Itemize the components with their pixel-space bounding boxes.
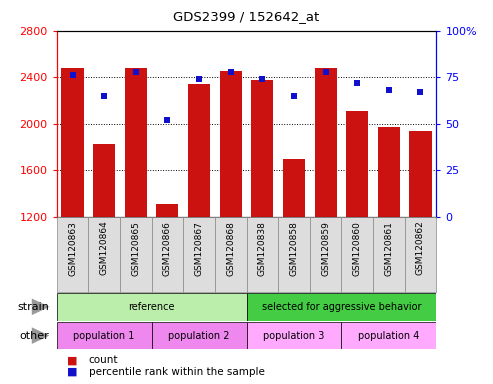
Bar [246,293,436,321]
Bar [373,217,405,292]
Polygon shape [32,327,49,344]
Bar [251,80,274,217]
Text: GSM120838: GSM120838 [258,221,267,276]
Bar [125,68,147,217]
Text: GSM120867: GSM120867 [195,221,204,276]
Bar [57,322,152,349]
Bar [219,71,242,217]
Bar [88,217,120,292]
Text: population 3: population 3 [263,331,324,341]
Text: population 1: population 1 [73,331,135,341]
Text: GSM120861: GSM120861 [385,221,393,276]
Bar [409,131,431,217]
Text: strain: strain [17,302,49,312]
Text: ■: ■ [67,355,77,365]
Bar [215,217,246,292]
Text: GSM120866: GSM120866 [163,221,172,276]
Bar [341,322,436,349]
Bar [188,84,210,217]
Text: GSM120863: GSM120863 [68,221,77,276]
Text: reference: reference [128,302,175,312]
Text: GSM120859: GSM120859 [321,221,330,276]
Bar [120,217,152,292]
Text: GSM120868: GSM120868 [226,221,235,276]
Text: percentile rank within the sample: percentile rank within the sample [89,367,265,377]
Text: GSM120864: GSM120864 [100,221,108,275]
Bar [93,144,115,217]
Text: GDS2399 / 152642_at: GDS2399 / 152642_at [174,10,319,23]
Bar [341,217,373,292]
Bar [183,217,215,292]
Text: GSM120858: GSM120858 [289,221,298,276]
Bar [278,217,310,292]
Text: population 2: population 2 [168,331,230,341]
Text: GSM120860: GSM120860 [352,221,362,276]
Text: other: other [20,331,49,341]
Bar [57,293,246,321]
Text: ■: ■ [67,367,77,377]
Text: selected for aggressive behavior: selected for aggressive behavior [262,302,421,312]
Bar [156,204,178,217]
Bar [246,322,341,349]
Text: count: count [89,355,118,365]
Text: population 4: population 4 [358,331,420,341]
Bar [57,217,88,292]
Bar [152,322,246,349]
Text: GSM120862: GSM120862 [416,221,425,275]
Text: GSM120865: GSM120865 [131,221,141,276]
Bar [310,217,341,292]
Bar [152,217,183,292]
Polygon shape [32,298,49,315]
Bar [378,127,400,217]
Bar [62,68,84,217]
Bar [346,111,368,217]
Bar [405,217,436,292]
Bar [246,217,278,292]
Bar [315,68,337,217]
Bar [283,159,305,217]
